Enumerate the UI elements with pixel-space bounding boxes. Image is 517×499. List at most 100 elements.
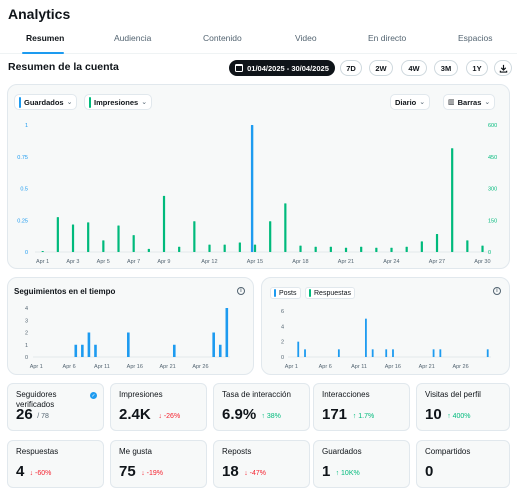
x-tick-label: Apr 15 [247,259,263,265]
y-tick-label: 3 [25,318,28,324]
metric-label: Impresiones [119,390,163,399]
tab-espacios[interactable]: Espacios [458,33,493,43]
range-3m-button[interactable]: 3M [434,60,458,76]
x-tick-label: Apr 12 [201,259,217,265]
range-4w-button[interactable]: 4W [401,60,427,76]
page-title: Analytics [8,6,71,22]
right-metric-select[interactable]: Impresiones ⌄ [84,94,153,110]
impressions-bar [193,221,196,252]
metric-value: 1 [322,463,331,480]
impressions-bar [71,224,75,252]
y-left-tick-label: 0 [25,250,28,256]
metric-card[interactable]: Interacciones 171 ↑ 1.7% [313,383,410,431]
tab-contenido[interactable]: Contenido [203,33,242,43]
y-tick-label: 4 [25,306,28,312]
y-left-tick-label: 0.25 [17,218,28,224]
chevron-down-icon: ⌄ [419,99,426,106]
metric-card[interactable]: Tasa de interacción 6.9% ↑ 38% [213,383,310,431]
chart-type-select[interactable]: ▥ Barras ⌄ [443,94,496,110]
metric-value: 18 [222,463,239,480]
impressions-bar [420,241,423,252]
follows-bar [225,308,229,357]
y-tick-label: 2 [25,331,28,337]
range-7d-button[interactable]: 7D [340,60,362,76]
info-icon[interactable]: i [493,287,501,295]
info-icon[interactable]: i [237,287,245,295]
impressions-bar [405,246,408,252]
x-tick-label: Apr 18 [292,259,308,265]
follows-bar [172,344,176,357]
metric-card[interactable]: Reposts 18 ↓ -47% [213,440,310,488]
metric-card[interactable]: Visitas del perfil 10 ↑ 400% [416,383,510,431]
x-tick-label: Apr 1 [285,364,298,370]
legend-replies-label: Respuestas [314,289,351,297]
interval-label: Diario [395,97,417,107]
y-tick-label: 4 [281,324,284,330]
interval-select[interactable]: Diario ⌄ [390,94,431,110]
legend-posts[interactable]: Posts [270,287,301,299]
tab-audiencia[interactable]: Audiencia [114,33,152,43]
main-chart-card [7,84,510,269]
active-tab-indicator [22,52,64,54]
metric-card[interactable]: Guardados 1 ↑ 10K% [313,440,410,488]
left-metric-select[interactable]: Guardados ⌄ [14,94,78,110]
impressions-bar [56,217,59,252]
impressions-bar [162,195,166,252]
follows-bar [218,344,222,357]
posts-bar [486,349,489,357]
metric-card[interactable]: Me gusta 75 ↓ -19% [110,440,207,488]
metric-label: Tasa de interacción [222,390,291,399]
impressions-bar [481,245,484,252]
impressions-bar [344,247,348,252]
legend-replies[interactable]: Respuestas [305,287,355,299]
metric-value: 0 [425,463,434,480]
metric-delta: ↑ 10K% [335,470,360,477]
impressions-bar [375,247,378,252]
follows-bar-chart: 0 1 2 3 4 Apr 1 Apr 6 Apr 11 Apr 16 Apr 21 Apr 26 [25,306,230,370]
impressions-bar [390,247,393,252]
x-tick-label: Apr 26 [452,364,468,370]
impressions-bar [299,245,302,252]
follows-bar [127,332,130,357]
tab-en-directo[interactable]: En directo [368,33,407,43]
impressions-bar [87,222,90,252]
impressions-bar [132,235,135,252]
impressions-bar [102,240,105,252]
metric-delta: ↓ -47% [244,470,266,477]
x-tick-label: Apr 24 [383,259,399,265]
metric-delta: ↓ -60% [29,470,52,477]
metric-card[interactable]: Compartidos 0 [416,440,510,488]
impressions-bar [360,246,363,252]
follows-bar [81,344,84,357]
impressions-bar [466,240,469,252]
y-right-tick-label: 600 [488,123,497,129]
y-right-tick-label: 150 [488,218,497,224]
follows-bar [212,332,215,357]
metric-delta: ↑ 400% [447,413,471,420]
x-tick-label: Apr 21 [419,364,435,370]
verified-badge-icon: ✓ [90,392,97,399]
download-icon [499,64,507,73]
posts-bar [392,349,394,357]
metric-label: Compartidos [425,447,471,456]
metric-card[interactable]: Impresiones 2.4K ↓ -26% [110,383,207,431]
x-tick-label: Apr 26 [192,364,208,370]
follows-bar [94,344,97,357]
range-2w-button[interactable]: 2W [369,60,393,76]
tab-resumen[interactable]: Resumen [26,33,65,43]
impressions-bar [269,221,272,252]
tab-video[interactable]: Video [295,33,317,43]
metric-value: 6.9% [222,406,257,423]
download-button[interactable] [494,60,512,76]
impressions-bar [253,244,257,252]
impressions-bar [223,244,226,252]
metric-card[interactable]: Seguidores verificados ✓ 26 / 78 [7,383,104,431]
metric-card[interactable]: Respuestas 4 ↓ -60% [7,440,104,488]
range-1y-button[interactable]: 1Y [466,60,488,76]
x-tick-label: Apr 7 [127,259,140,265]
y-left-tick-label: 0.5 [20,187,28,193]
follows-chart-card [7,277,254,375]
impressions-bar [451,148,454,252]
tab-bar: Resumen Audiencia Contenido Video En dir… [0,24,517,54]
date-range-button[interactable]: 01/04/2025 - 30/04/2025 [229,60,335,76]
